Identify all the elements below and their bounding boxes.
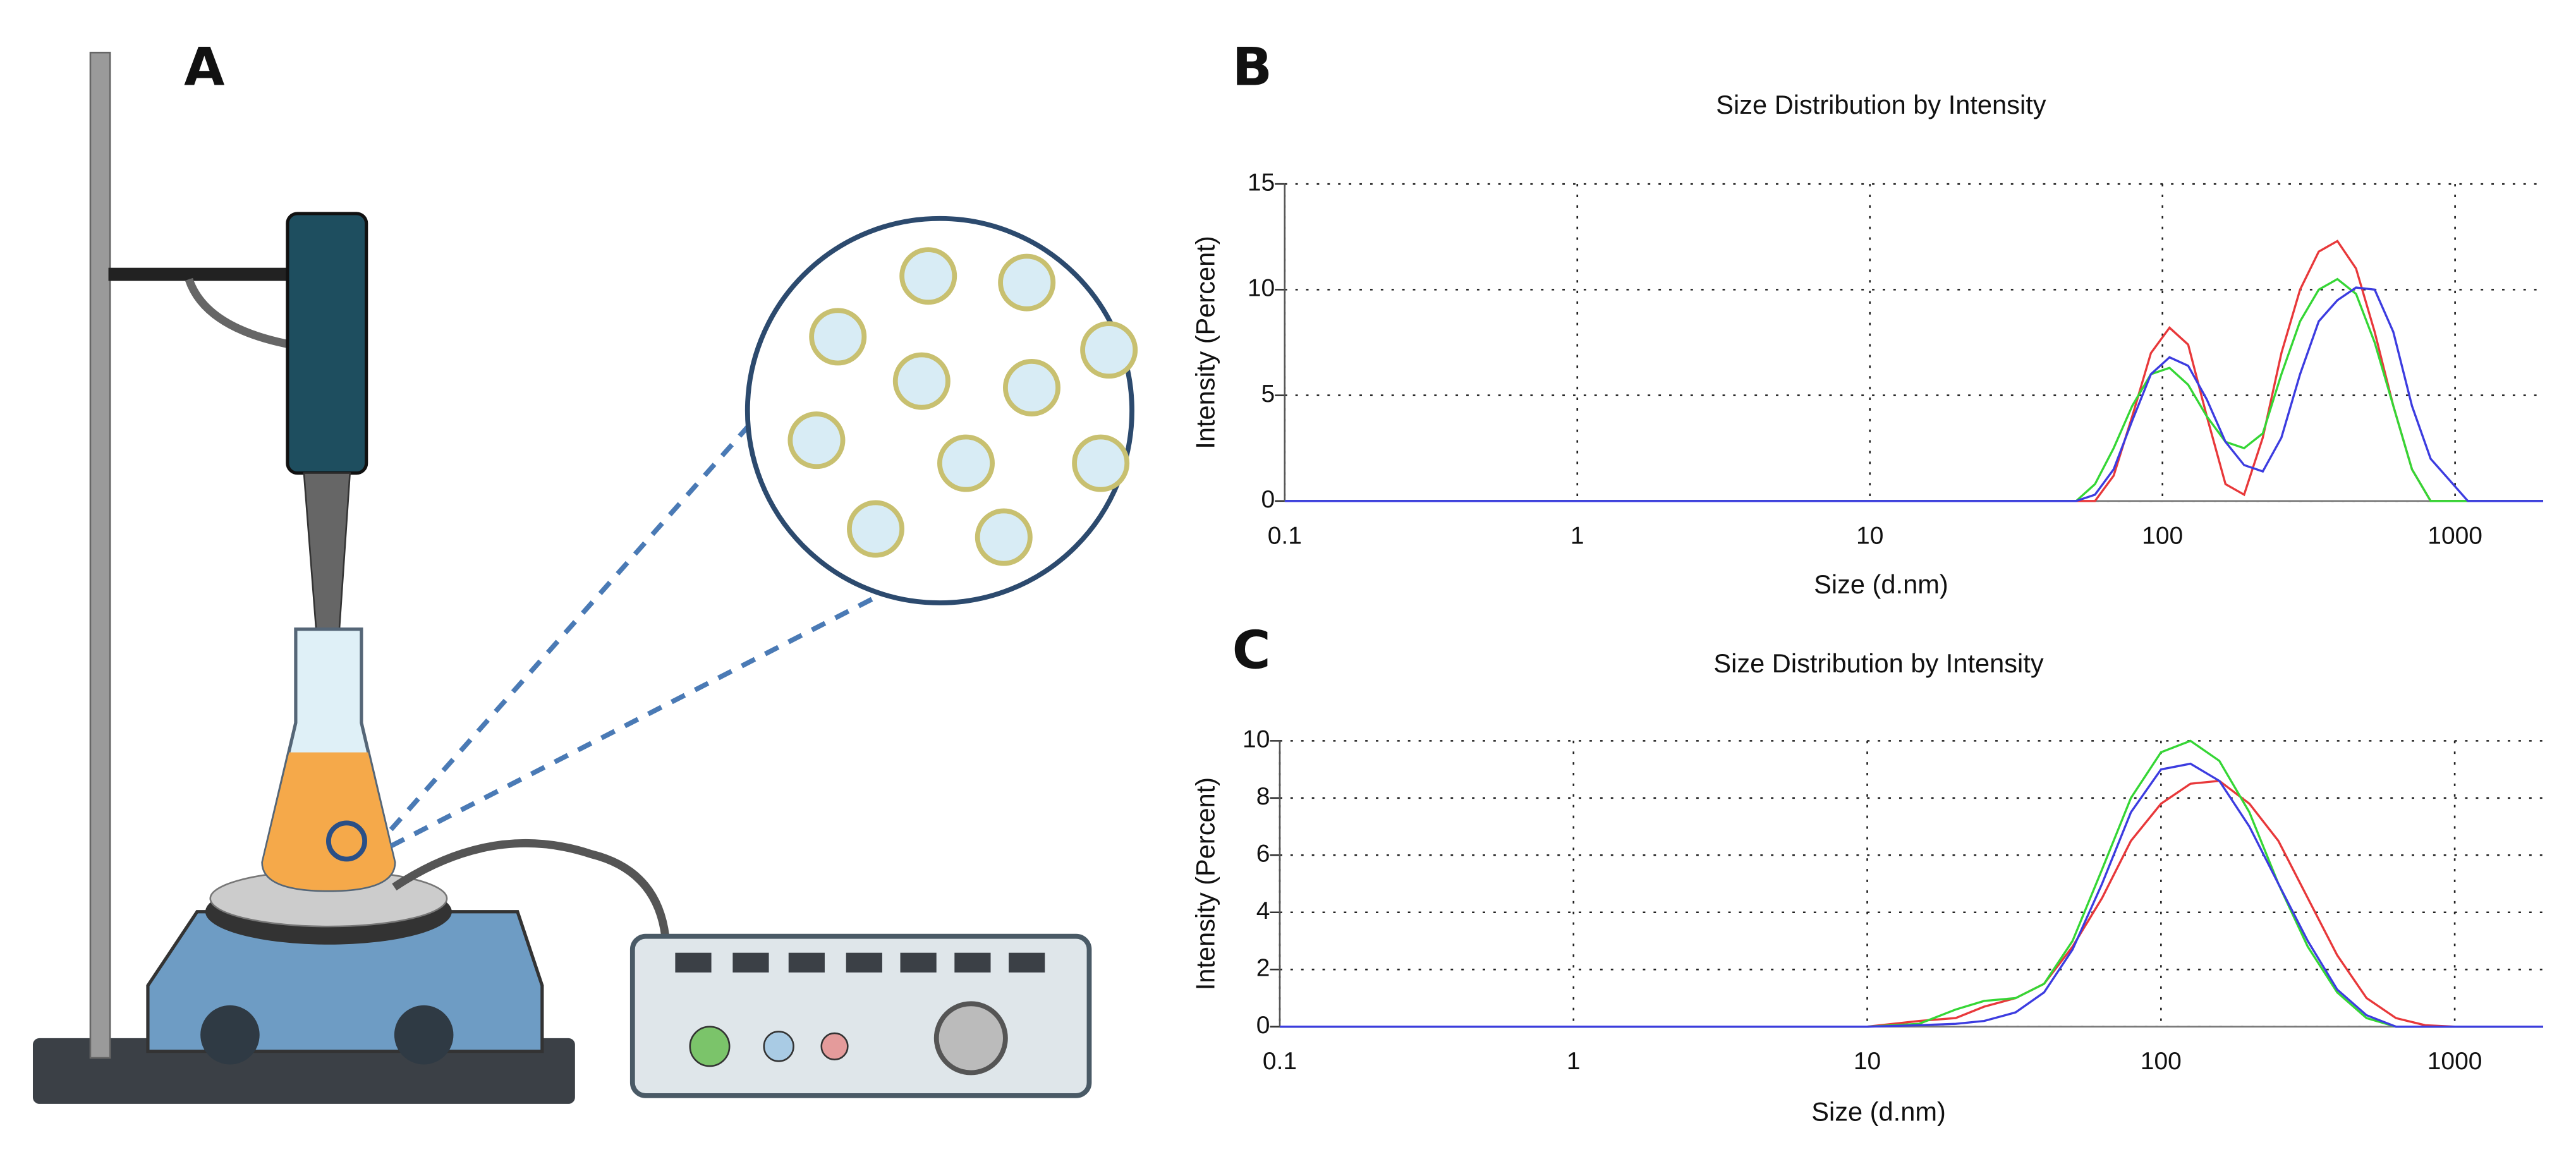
focus-circle — [325, 820, 367, 862]
y-tick-label: 5 — [1261, 380, 1275, 408]
stand-rod — [89, 51, 111, 1059]
y-tick-label: 4 — [1256, 897, 1270, 925]
series-line — [1284, 277, 2544, 502]
x-tick-label: 1000 — [2427, 1048, 2482, 1075]
y-axis-label: Intensity (Percent) — [1191, 236, 1220, 449]
illustration: A — [32, 37, 1138, 1104]
y-tick-label: 2 — [1256, 955, 1270, 982]
series-line — [1280, 739, 2544, 1028]
x-tick-label: 10 — [1856, 522, 1883, 549]
liquid — [262, 752, 394, 890]
x-tick-label: 1 — [1567, 1048, 1581, 1075]
knob — [200, 1005, 260, 1065]
dial — [933, 1001, 1008, 1076]
x-tick-label: 0.1 — [1268, 522, 1302, 549]
y-tick-label: 15 — [1248, 169, 1275, 196]
chart-title: Size Distribution by Intensity — [1713, 648, 2043, 678]
clamp-arm — [108, 267, 293, 281]
panel-label: A — [184, 37, 224, 98]
y-axis-label: Intensity (Percent) — [1191, 777, 1220, 990]
x-tick-label: 10 — [1854, 1048, 1881, 1075]
x-tick-label: 100 — [2142, 522, 2183, 549]
y-tick-label: 10 — [1242, 726, 1270, 753]
cable — [185, 277, 293, 349]
series-line — [1280, 762, 2544, 1028]
particles — [787, 247, 1138, 566]
series-line — [1284, 286, 2544, 502]
x-tick-label: 100 — [2141, 1048, 2182, 1075]
chart-title: Size Distribution by Intensity — [1716, 90, 2046, 119]
cable — [392, 839, 670, 937]
y-tick-label: 8 — [1256, 783, 1270, 810]
series-line — [1284, 239, 2544, 502]
x-tick-label: 1000 — [2427, 522, 2482, 549]
y-tick-label: 0 — [1261, 486, 1275, 513]
knob — [394, 1005, 454, 1065]
y-tick-label: 0 — [1256, 1012, 1270, 1039]
x-axis-label: Size (d.nm) — [1814, 569, 1948, 599]
led — [820, 1032, 849, 1060]
x-tick-label: 0.1 — [1263, 1048, 1297, 1075]
panel-label: C — [1232, 620, 1271, 681]
homogenizer — [286, 212, 368, 475]
zoom-lines — [389, 425, 889, 849]
x-tick-label: 1 — [1571, 522, 1584, 549]
led — [689, 1026, 731, 1067]
y-tick-label: 10 — [1248, 275, 1275, 302]
panel-label: B — [1232, 37, 1272, 98]
series-line — [1280, 779, 2544, 1028]
led — [763, 1031, 794, 1062]
y-tick-label: 6 — [1256, 840, 1270, 868]
x-axis-label: Size (d.nm) — [1811, 1096, 1946, 1126]
buttons — [675, 952, 1045, 973]
